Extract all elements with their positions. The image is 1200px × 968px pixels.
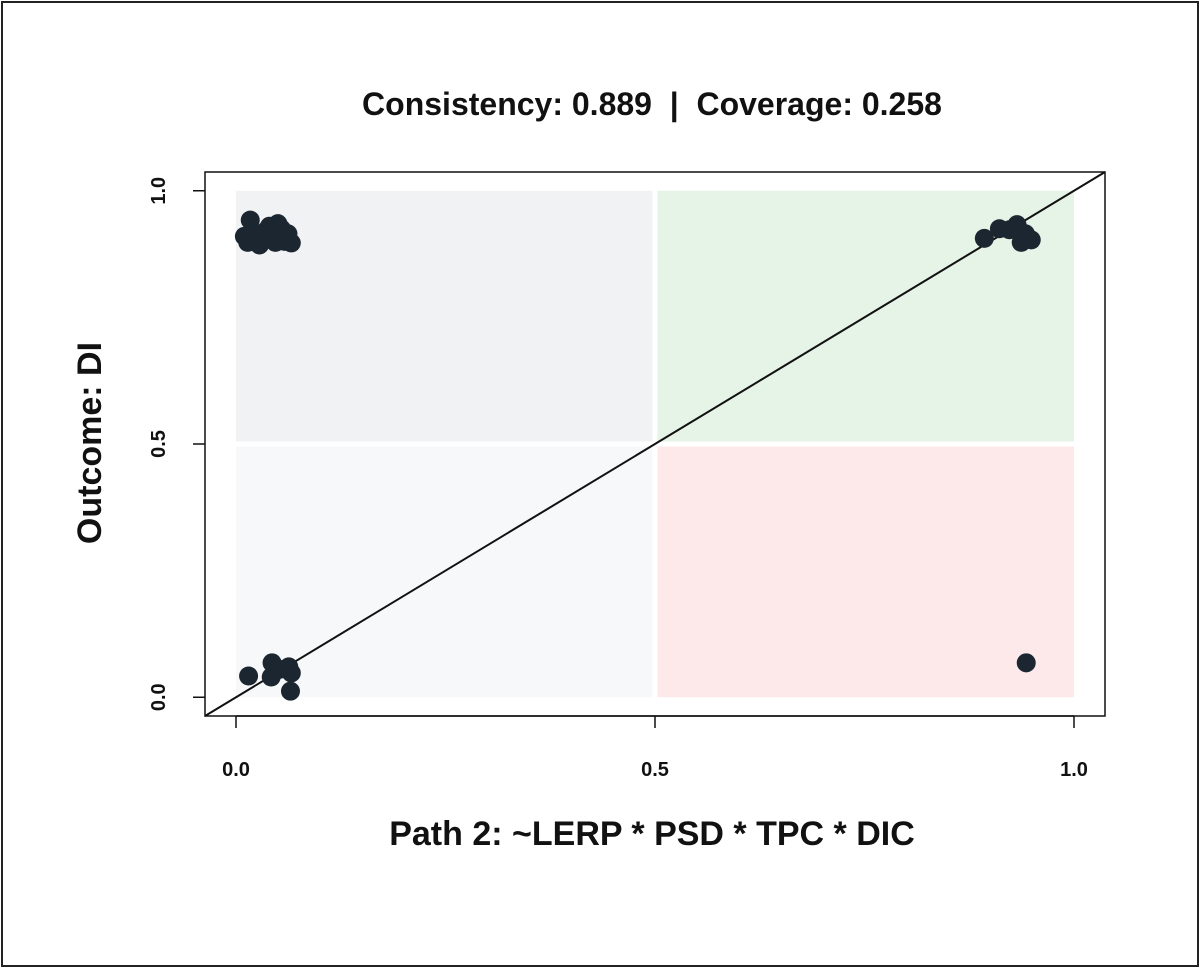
- data-point: [280, 681, 300, 701]
- x-tick-label: 1.0: [1060, 759, 1088, 781]
- y-axis-title: Outcome: DI: [71, 342, 109, 544]
- data-point: [265, 232, 285, 252]
- y-tick-label: 1.0: [148, 177, 170, 205]
- x-axis-title: Path 2: ~LERP * PSD * TPC * DIC: [389, 815, 915, 853]
- plot-area: 0.0 0.5 1.0 0.0 0.5 1.0: [148, 168, 1109, 781]
- x-tick-label: 0.0: [222, 759, 250, 781]
- diagonal-reference-line: [204, 171, 1106, 717]
- data-point: [239, 666, 259, 686]
- y-tick-label: 0.5: [148, 430, 170, 458]
- data-point: [281, 663, 301, 683]
- data-point: [974, 228, 994, 248]
- data-point: [281, 233, 301, 253]
- data-point: [1016, 653, 1036, 673]
- x-tick-label: 0.5: [641, 759, 669, 781]
- quadrant-bottom-right: [655, 444, 1074, 698]
- chart-title: Consistency: 0.889 | Coverage: 0.258: [362, 86, 942, 122]
- y-tick-label: 0.0: [148, 683, 170, 711]
- data-point: [1021, 230, 1041, 250]
- quadrant-top-left: [236, 190, 655, 444]
